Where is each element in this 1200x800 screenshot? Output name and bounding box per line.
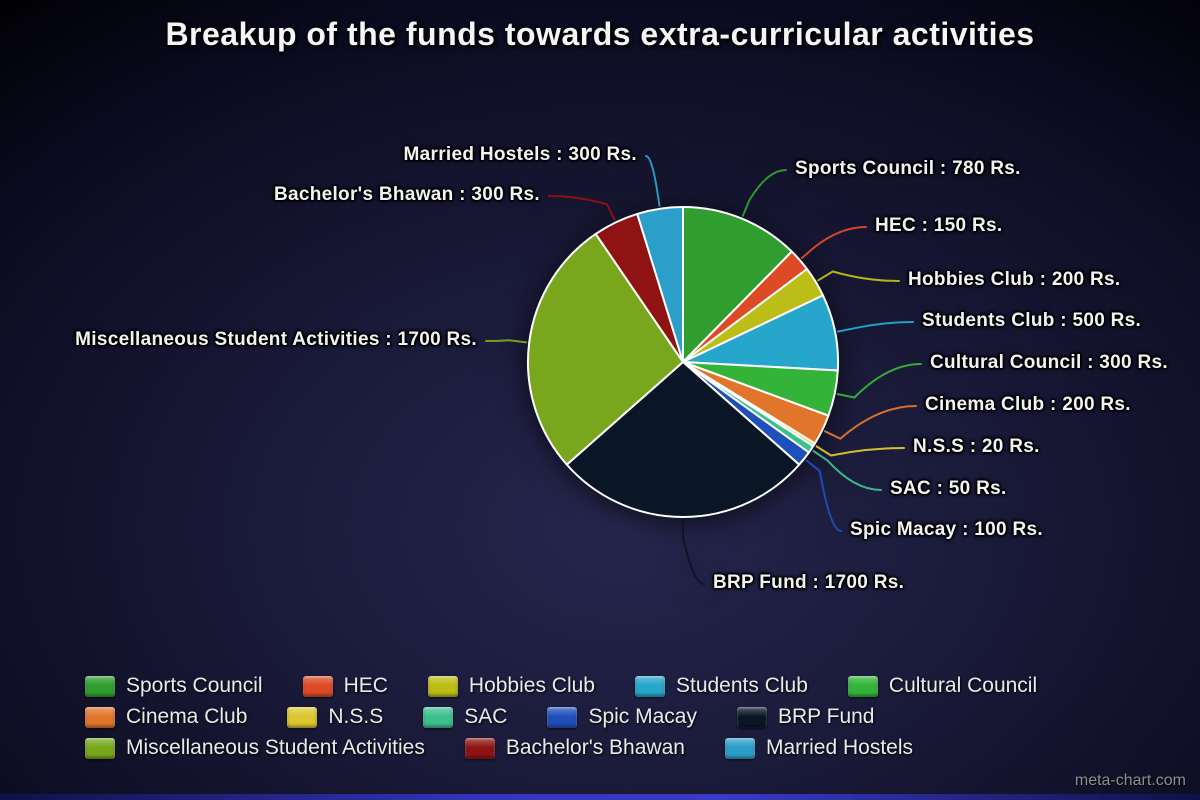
leader-line-bachelor-s-bhawan bbox=[548, 195, 616, 221]
legend-item-cultural-council: Cultural Council bbox=[847, 674, 1038, 698]
legend-swatch-hobbies-club bbox=[427, 675, 458, 697]
leader-line-sac bbox=[812, 450, 882, 491]
legend-item-cinema-club: Cinema Club bbox=[85, 705, 247, 729]
legend-item-hec: HEC bbox=[302, 674, 388, 698]
leader-line-cultural-council bbox=[836, 363, 922, 399]
legend-label: Cinema Club bbox=[126, 705, 248, 728]
pie-slice-miscellaneous-student-activities bbox=[526, 232, 684, 466]
legend-item-spic-macay: Spic Macay bbox=[547, 705, 697, 729]
legend-label: Married Hostels bbox=[765, 736, 913, 759]
legend-label: Sports Council bbox=[126, 674, 263, 697]
legend-label: Miscellaneous Student Activities bbox=[126, 736, 425, 759]
slice-label-bachelor-s-bhawan: Bachelor's Bhawan : 300 Rs. bbox=[273, 184, 540, 205]
legend-swatch-cinema-club bbox=[85, 706, 115, 728]
legend-swatch-students-club bbox=[634, 675, 665, 697]
legend-swatch-hec bbox=[302, 675, 333, 697]
leader-line-brp-fund bbox=[682, 519, 705, 585]
leader-line-miscellaneous-student-activities bbox=[485, 339, 528, 344]
legend-swatch-miscellaneous-student-activities bbox=[85, 737, 115, 759]
legend-swatch-sports-council bbox=[85, 675, 115, 697]
legend-label: Spic Macay bbox=[588, 705, 697, 728]
legend-row: Cinema Club N.S.S SAC Spic Macay BRP Fund bbox=[85, 705, 1037, 729]
legend-label: BRP Fund bbox=[777, 705, 875, 728]
slice-label-hobbies-club: Hobbies Club : 200 Rs. bbox=[908, 269, 1121, 290]
legend-row: Miscellaneous Student Activities Bachelor… bbox=[85, 736, 1037, 760]
pie-slice-brp-fund bbox=[565, 361, 801, 519]
leader-line-students-club bbox=[837, 321, 914, 333]
leader-line-hobbies-club bbox=[817, 270, 900, 282]
bottom-accent-bar bbox=[0, 794, 1200, 800]
legend-label: HEC bbox=[343, 674, 388, 697]
legend-item-brp-fund: BRP Fund bbox=[736, 705, 875, 729]
watermark: meta-chart.com bbox=[1074, 772, 1186, 789]
legend-label: Students Club bbox=[675, 674, 808, 697]
legend-swatch-bachelor-s-bhawan bbox=[464, 737, 495, 759]
legend: Sports Council HEC Hobbies Club Students Cl… bbox=[85, 674, 1037, 760]
leader-line-spic-macay bbox=[805, 459, 842, 532]
slice-label-miscellaneous-student-activities: Miscellaneous Student Activities : 1700 … bbox=[75, 329, 477, 350]
legend-item-n-s-s: N.S.S bbox=[287, 705, 383, 729]
legend-label: Cultural Council bbox=[888, 674, 1038, 697]
legend-item-sports-council: Sports Council bbox=[85, 674, 263, 698]
legend-label: N.S.S bbox=[328, 705, 384, 728]
legend-label: Bachelor's Bhawan bbox=[505, 736, 685, 759]
slice-label-cultural-council: Cultural Council : 300 Rs. bbox=[930, 352, 1168, 373]
slice-label-sports-council: Sports Council : 780 Rs. bbox=[795, 158, 1021, 179]
legend-label: Hobbies Club bbox=[468, 674, 595, 697]
legend-item-bachelor-s-bhawan: Bachelor's Bhawan bbox=[464, 736, 685, 760]
leader-line-hec bbox=[801, 226, 867, 259]
slice-label-students-club: Students Club : 500 Rs. bbox=[922, 310, 1142, 331]
legend-swatch-married-hostels bbox=[724, 737, 755, 759]
legend-item-miscellaneous-student-activities: Miscellaneous Student Activities bbox=[85, 736, 425, 760]
legend-label: SAC bbox=[464, 705, 508, 728]
legend-item-students-club: Students Club bbox=[634, 674, 808, 698]
slice-label-n-s-s: N.S.S : 20 Rs. bbox=[913, 436, 1040, 457]
legend-item-sac: SAC bbox=[423, 705, 507, 729]
legend-item-hobbies-club: Hobbies Club bbox=[427, 674, 595, 698]
slice-label-married-hostels: Married Hostels : 300 Rs. bbox=[403, 144, 637, 165]
slice-label-brp-fund: BRP Fund : 1700 Rs. bbox=[713, 572, 905, 593]
leader-line-n-s-s bbox=[815, 445, 905, 457]
pie-slice-sports-council bbox=[682, 206, 793, 363]
leader-line-sports-council bbox=[741, 169, 787, 217]
slice-label-cinema-club: Cinema Club : 200 Rs. bbox=[925, 394, 1131, 415]
leader-line-cinema-club bbox=[824, 405, 917, 440]
slice-label-spic-macay: Spic Macay : 100 Rs. bbox=[850, 519, 1043, 540]
legend-swatch-spic-macay bbox=[547, 706, 578, 728]
chart-title: Breakup of the funds towards extra-curri… bbox=[165, 16, 1035, 52]
pie-slice-married-hostels bbox=[636, 206, 684, 363]
legend-swatch-sac bbox=[423, 706, 454, 728]
slice-label-hec: HEC : 150 Rs. bbox=[875, 215, 1003, 236]
slice-label-sac: SAC : 50 Rs. bbox=[890, 478, 1007, 499]
legend-row: Sports Council HEC Hobbies Club Students Cl… bbox=[85, 674, 1037, 698]
legend-swatch-cultural-council bbox=[847, 675, 878, 697]
legend-item-married-hostels: Married Hostels bbox=[724, 736, 913, 760]
legend-swatch-n-s-s bbox=[287, 706, 318, 728]
leader-line-married-hostels bbox=[645, 155, 661, 207]
legend-swatch-brp-fund bbox=[736, 706, 767, 728]
